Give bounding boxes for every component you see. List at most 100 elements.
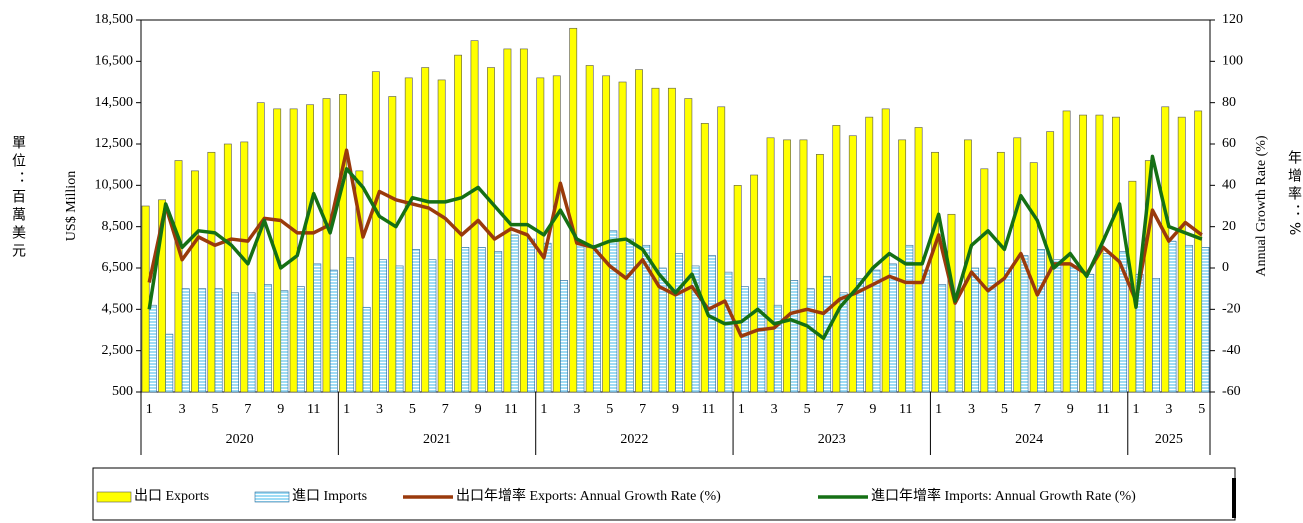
x-tick-label: 1 (738, 402, 745, 417)
bar (724, 271, 733, 393)
bar (198, 288, 207, 393)
bar (750, 174, 759, 393)
y2-tick-label: 80 (1222, 95, 1236, 110)
bar (191, 170, 199, 393)
bar (618, 81, 627, 393)
bar (609, 230, 618, 393)
x-tick-label: 3 (376, 402, 383, 417)
bar (527, 238, 536, 393)
legend-swatch (254, 491, 290, 503)
bar (231, 292, 239, 393)
bar (158, 199, 166, 393)
bar (461, 247, 470, 393)
x-tick-label: 1 (935, 402, 942, 417)
bar (379, 259, 387, 393)
bar (832, 125, 841, 393)
bar (1053, 259, 1062, 393)
bar (207, 151, 216, 393)
bar (691, 265, 700, 393)
y-tick-label: 12,500 (95, 136, 134, 151)
y-tick-label: 2,500 (102, 343, 134, 358)
x-tick-label: 11 (702, 402, 715, 417)
x-tick-label: 5 (606, 402, 613, 417)
bar (740, 286, 749, 393)
x-tick-label: 11 (504, 402, 517, 417)
bar (296, 286, 305, 393)
bar (658, 267, 667, 393)
bar (1152, 278, 1160, 393)
bar (1062, 110, 1071, 393)
bar (773, 304, 782, 393)
bar (987, 267, 996, 393)
bar (766, 137, 775, 393)
legend-label: 進口 Imports (292, 488, 367, 504)
y-axis-title: US$ Million (64, 171, 79, 241)
bar (494, 251, 503, 393)
y2-tick-label: -40 (1222, 343, 1241, 358)
x-tick-label: 5 (409, 402, 416, 417)
bar (428, 259, 437, 393)
y-tick-label: 16,500 (95, 54, 134, 69)
x-tick-label: 9 (672, 402, 679, 417)
bar (444, 259, 453, 393)
bar (757, 278, 766, 393)
legend-edge (1232, 478, 1236, 518)
x-tick-label: 3 (771, 402, 778, 417)
bar (839, 292, 848, 393)
bar (905, 244, 914, 393)
bar (898, 139, 907, 393)
bar (1004, 267, 1012, 393)
bar (790, 280, 799, 393)
bar (856, 278, 864, 393)
bar (667, 87, 676, 393)
x-tick-label: 3 (573, 402, 580, 417)
bar (552, 75, 561, 393)
x-tick-label: 11 (1096, 402, 1109, 417)
bar (684, 98, 693, 393)
bar (1185, 244, 1193, 393)
bar (329, 269, 338, 393)
bar (954, 321, 963, 393)
bar (322, 98, 331, 393)
y2-axis-title: Annual Growth Rate (%) (1254, 135, 1269, 276)
bar (888, 263, 897, 393)
x-tick-label: 5 (804, 402, 811, 417)
bar (371, 71, 380, 393)
bar (306, 104, 314, 393)
x-tick-label: 9 (475, 402, 482, 417)
y-tick-label: 6,500 (102, 260, 134, 275)
x-tick-label: 5 (212, 402, 219, 417)
bar (881, 108, 890, 393)
x-tick-label: 9 (1067, 402, 1074, 417)
bar (592, 244, 601, 393)
bar (602, 75, 611, 393)
bar (519, 48, 528, 393)
bar (280, 290, 289, 393)
bar (799, 139, 808, 393)
unit-note-left: 單位：百萬美元 (10, 135, 26, 261)
bar (454, 54, 463, 393)
bar (1119, 251, 1128, 393)
year-label: 2024 (1015, 432, 1043, 447)
bar (289, 108, 298, 393)
bar (223, 143, 232, 393)
bar (921, 269, 930, 393)
y-tick-label: 500 (112, 384, 133, 399)
y-tick-label: 8,500 (102, 219, 134, 234)
bar (141, 205, 150, 393)
legend-swatch (96, 491, 132, 503)
bar (1037, 249, 1045, 393)
y2-tick-label: 0 (1222, 260, 1229, 275)
year-label: 2025 (1155, 432, 1183, 447)
bar (214, 288, 223, 393)
year-label: 2020 (226, 432, 254, 447)
y2-tick-label: 60 (1222, 136, 1236, 151)
x-tick-label: 7 (1034, 402, 1041, 417)
bar (996, 151, 1005, 393)
bar (569, 27, 578, 393)
bar (362, 306, 371, 393)
bar (148, 304, 157, 393)
bar (1102, 253, 1111, 393)
